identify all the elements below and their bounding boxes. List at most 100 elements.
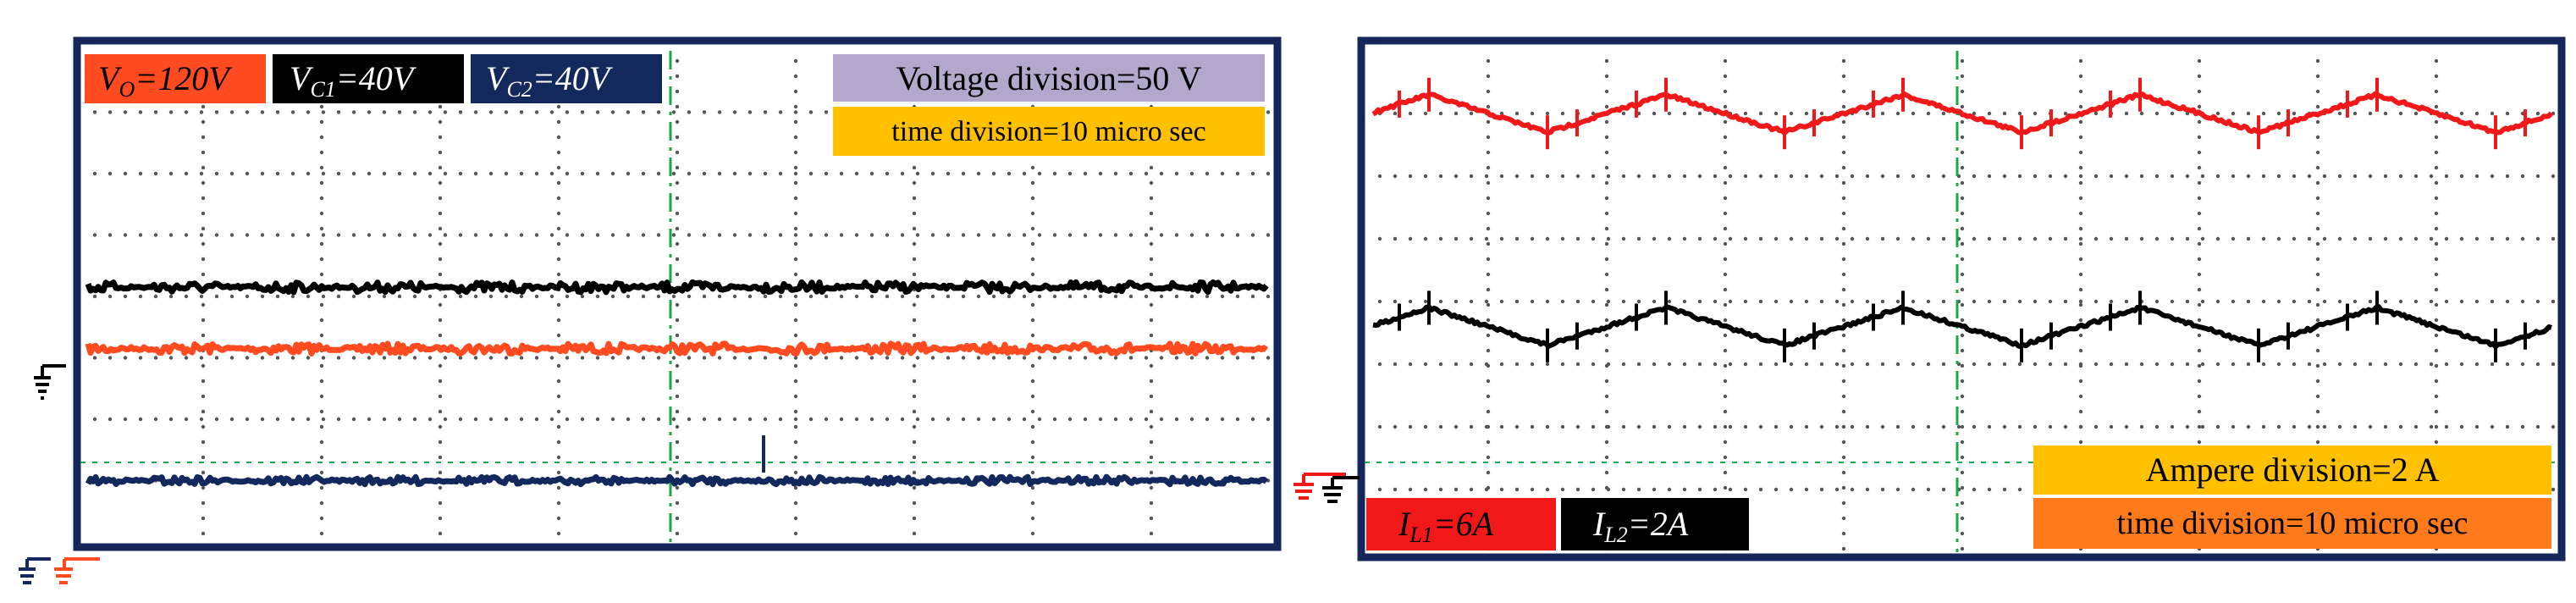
right-grid-dot bbox=[2078, 119, 2083, 124]
left-grid-dot bbox=[319, 470, 324, 475]
left-grid-dot bbox=[1159, 356, 1164, 360]
left-grid-dot bbox=[675, 333, 680, 338]
right-grid-dot bbox=[2353, 236, 2358, 241]
right-grid-dot bbox=[2170, 362, 2175, 367]
right-grid-dot bbox=[1723, 180, 1728, 185]
right-grid-dot bbox=[1560, 362, 1565, 367]
left-grid-dot bbox=[1149, 302, 1154, 307]
left-grid-dot bbox=[438, 211, 443, 216]
right-grid-dot bbox=[1621, 299, 1626, 304]
right-grid-dot bbox=[1841, 74, 1846, 79]
left-grid-dot bbox=[595, 233, 600, 237]
right-grid-dot bbox=[2434, 318, 2439, 323]
right-grid-dot bbox=[1486, 455, 1491, 460]
left-grid-dot bbox=[1189, 417, 1194, 422]
right-grid-dot bbox=[1723, 485, 1728, 490]
right-grid-dot bbox=[2197, 348, 2202, 353]
right-grid-dot bbox=[1960, 165, 1965, 170]
left-grid-dot bbox=[201, 440, 206, 445]
right-grid-dot bbox=[1469, 362, 1474, 367]
left-grid-dot bbox=[808, 171, 814, 176]
left-grid-dot bbox=[675, 104, 680, 109]
right-grid-dot bbox=[2078, 257, 2083, 262]
right-grid-dot bbox=[1960, 89, 1965, 94]
left-grid-dot bbox=[306, 233, 311, 237]
right-grid-dot bbox=[1972, 424, 1977, 429]
left-grid-dot bbox=[201, 272, 206, 277]
left-grid-dot bbox=[1083, 171, 1088, 176]
left-grid-dot bbox=[717, 233, 722, 237]
right-grid-dot bbox=[1575, 174, 1580, 179]
left-grid-dot bbox=[201, 394, 206, 399]
right-grid-dot bbox=[1834, 362, 1840, 367]
left-grid-dot bbox=[732, 417, 737, 422]
vo-readout-value: =120V bbox=[135, 59, 233, 97]
right-grid-dot bbox=[1728, 236, 1733, 241]
right-grid-dot bbox=[1773, 362, 1779, 367]
right-grid-dot bbox=[1841, 241, 1846, 246]
right-grid-dot bbox=[1697, 362, 1702, 367]
right-grid-dot bbox=[1758, 299, 1763, 304]
right-grid-dot bbox=[2063, 299, 2068, 304]
right-grid-dot bbox=[1667, 236, 1672, 241]
left-grid-dot bbox=[793, 180, 798, 185]
right-grid-dot bbox=[2231, 362, 2236, 367]
left-grid-dot bbox=[1149, 485, 1154, 490]
left-grid-dot bbox=[1205, 171, 1210, 176]
right-grid-dot bbox=[2490, 174, 2495, 179]
right-grid-dot bbox=[2246, 299, 2251, 304]
left-grid-dot bbox=[438, 302, 443, 307]
right-grid-dot bbox=[2017, 487, 2022, 492]
right-grid-dot bbox=[1469, 174, 1474, 179]
left-grid-dot bbox=[675, 211, 680, 216]
right-grid-dot bbox=[1819, 424, 1824, 429]
left-grid-dot bbox=[438, 272, 443, 277]
right-grid-dot bbox=[1926, 487, 1931, 492]
left-grid-dot bbox=[438, 363, 443, 368]
right-grid-dot bbox=[2315, 287, 2320, 292]
left-grid-dot bbox=[912, 257, 917, 262]
right-grid-dot bbox=[1604, 196, 1609, 201]
left-grid-dot bbox=[915, 171, 920, 176]
left-grid-dot bbox=[732, 171, 737, 176]
left-grid-dot bbox=[675, 318, 680, 323]
left-scope: VO=120V VC1=40V VC2=40V Voltage division… bbox=[19, 36, 1282, 584]
left-grid-dot bbox=[1149, 226, 1154, 231]
left-grid-dot bbox=[438, 150, 443, 155]
right-grid-dot bbox=[2197, 150, 2202, 155]
left-grid-dot bbox=[641, 171, 646, 176]
left-grid-dot bbox=[201, 196, 206, 201]
left-grid-dot bbox=[168, 171, 174, 176]
left-grid-dot bbox=[1149, 241, 1154, 246]
left-grid-dot bbox=[1235, 417, 1240, 422]
left-grid-dot bbox=[319, 501, 324, 506]
left-grid-dot bbox=[184, 294, 189, 299]
left-grid-dot bbox=[912, 196, 917, 201]
right-grid-dot bbox=[1723, 150, 1728, 155]
right-grid-dot bbox=[1469, 111, 1474, 116]
right-grid-dot bbox=[1960, 302, 1965, 307]
left-grid-dot bbox=[123, 356, 128, 360]
left-grid-dot bbox=[854, 417, 859, 422]
left-grid-dot bbox=[854, 294, 859, 299]
right-grid-dot bbox=[2002, 111, 2007, 116]
right-grid-dot bbox=[2315, 333, 2320, 338]
left-grid-dot bbox=[1144, 417, 1149, 422]
right-grid-dot bbox=[2093, 362, 2099, 367]
left-grid-dot bbox=[991, 417, 996, 422]
right-grid-dot bbox=[1926, 424, 1931, 429]
right-grid-dot bbox=[2474, 174, 2479, 179]
right-grid-dot bbox=[1697, 174, 1702, 179]
right-grid-dot bbox=[2490, 111, 2495, 116]
right-grid-dot bbox=[2246, 362, 2251, 367]
right-grid-dot bbox=[1987, 111, 1992, 116]
right-grid-dot bbox=[1530, 362, 1535, 367]
left-grid-dot bbox=[991, 233, 996, 237]
right-grid-dot bbox=[2505, 362, 2510, 367]
left-grid-dot bbox=[1098, 294, 1103, 299]
left-grid-dot bbox=[1067, 171, 1073, 176]
left-grid-dot bbox=[675, 74, 680, 79]
right-grid-dot bbox=[1819, 174, 1824, 179]
vc2-readout-box bbox=[471, 54, 662, 103]
right-grid-dot bbox=[2002, 299, 2007, 304]
